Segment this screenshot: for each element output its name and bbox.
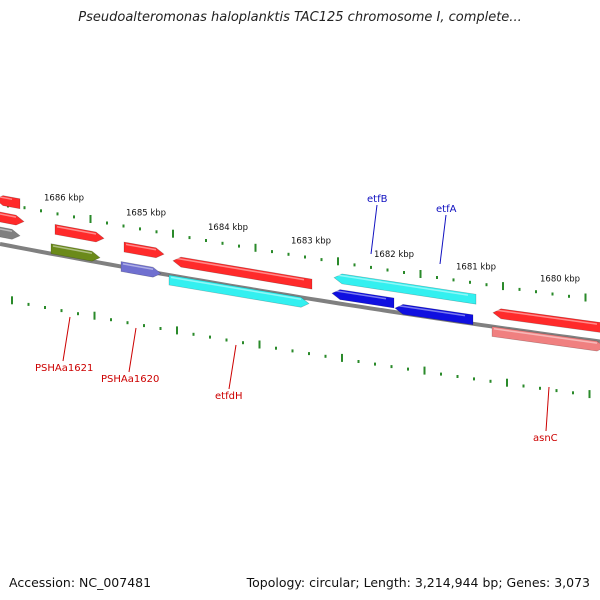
leader-line [128, 327, 137, 373]
leader-line [62, 316, 71, 362]
leader-line [545, 386, 550, 432]
gene-label-group[interactable]: etfB etfA PSHAa1621 PSHAa1620 etfdH asnC [35, 194, 558, 444]
gene-highlight [52, 245, 93, 254]
leader-line [370, 204, 378, 255]
gene-highlight [122, 263, 154, 270]
gene-highlight [396, 304, 466, 317]
gene-label-etfa[interactable]: etfA [436, 204, 457, 215]
gene-highlight [56, 226, 97, 235]
tick-label: 1686 kbp [44, 193, 84, 203]
gene-label-etfdh[interactable]: etfdH [215, 391, 242, 402]
tick-label: 1685 kbp [126, 208, 166, 218]
leader-line [228, 344, 237, 390]
gene-asnc[interactable] [491, 326, 600, 352]
gene-feature[interactable] [54, 224, 105, 243]
tick-label: 1680 kbp [540, 274, 580, 284]
tick-label: 1684 kbp [208, 223, 248, 233]
gene-feature[interactable] [331, 289, 395, 309]
gene-features[interactable] [0, 195, 600, 352]
gene-highlight [125, 243, 157, 251]
tick-label-group: 1686 kbp 1685 kbp 1684 kbp 1683 kbp 1682 kbp… [44, 193, 580, 284]
gene-highlight [0, 213, 17, 218]
gene-highlight [335, 274, 469, 296]
gene-label-asnc[interactable]: asnC [533, 433, 558, 444]
gene-highlight [170, 276, 302, 301]
gene-label-pshaa1621[interactable]: PSHAa1621 [35, 363, 93, 374]
outer-tick-track [7, 199, 587, 302]
leader-line [439, 214, 447, 265]
map-title: Pseudoalteromonas haloplanktis TAC125 ch… [78, 10, 522, 25]
gene-highlight [493, 328, 598, 344]
tick-label: 1681 kbp [456, 262, 496, 272]
gene-feature[interactable] [123, 241, 165, 259]
gene-highlight [0, 228, 13, 233]
accession-text: Accession: NC_007481 [9, 575, 152, 590]
gene-label-etfb[interactable]: etfB [367, 194, 388, 205]
topology-text: Topology: circular; Length: 3,214,944 bp… [246, 575, 590, 590]
gene-feature[interactable] [172, 256, 313, 290]
gene-highlight [494, 309, 598, 325]
gene-etfb[interactable] [333, 273, 477, 305]
gene-feature[interactable] [492, 308, 600, 333]
gene-pshaa1621[interactable] [50, 243, 101, 262]
gene-feature[interactable] [0, 195, 21, 210]
gene-highlight [0, 196, 13, 201]
gene-highlight [174, 257, 305, 281]
gene-feature[interactable] [0, 211, 25, 226]
inner-tick-track [11, 296, 591, 399]
gene-feature[interactable] [0, 226, 21, 240]
tick-label: 1683 kbp [291, 237, 331, 247]
gene-highlight [333, 289, 387, 300]
gene-label-pshaa1620[interactable]: PSHAa1620 [101, 374, 159, 385]
gene-pshaa1620[interactable] [120, 261, 162, 278]
gene-etfdh[interactable] [168, 274, 310, 308]
gene-etfa[interactable] [394, 304, 474, 326]
tick-label: 1682 kbp [374, 250, 414, 260]
